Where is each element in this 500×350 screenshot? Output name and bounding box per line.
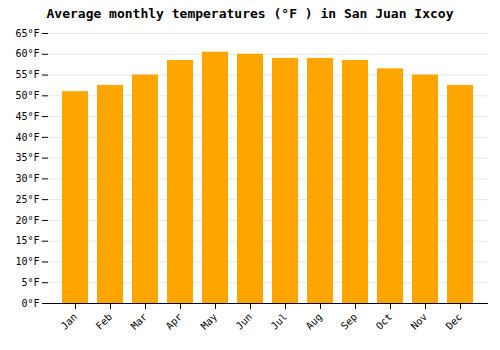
svg-text:35°F: 35°F [15, 152, 39, 163]
svg-text:Feb: Feb [94, 311, 115, 332]
svg-text:Apr: Apr [164, 311, 185, 332]
svg-text:30°F: 30°F [15, 173, 39, 184]
svg-text:10°F: 10°F [15, 256, 39, 267]
svg-text:25°F: 25°F [15, 194, 39, 205]
svg-text:Aug: Aug [304, 311, 325, 332]
svg-text:0°F: 0°F [21, 298, 39, 309]
svg-text:Oct: Oct [374, 311, 395, 332]
html-text:Average monthly temperatures (: Average monthly temperatures (°F ) in Sa… [46, 6, 454, 21]
svg-text:65°F: 65°F [15, 28, 39, 39]
svg-text:50°F: 50°F [15, 90, 39, 101]
svg-text:Jun: Jun [234, 311, 255, 332]
svg-text:40°F: 40°F [15, 132, 39, 143]
svg-text:Nov: Nov [409, 311, 430, 332]
svg-text:55°F: 55°F [15, 69, 39, 80]
svg-text:Sep: Sep [339, 311, 360, 332]
svg-text:60°F: 60°F [15, 48, 39, 59]
svg-text:Mar: Mar [129, 311, 150, 332]
svg-text:Dec: Dec [444, 311, 465, 332]
svg-text:Jan: Jan [59, 311, 80, 332]
svg-text:5°F: 5°F [21, 277, 39, 288]
svg-text:May: May [199, 311, 220, 332]
svg-text:45°F: 45°F [15, 111, 39, 122]
svg-text:20°F: 20°F [15, 215, 39, 226]
svg-text:15°F: 15°F [15, 235, 39, 246]
svg-text:Jul: Jul [269, 311, 290, 332]
